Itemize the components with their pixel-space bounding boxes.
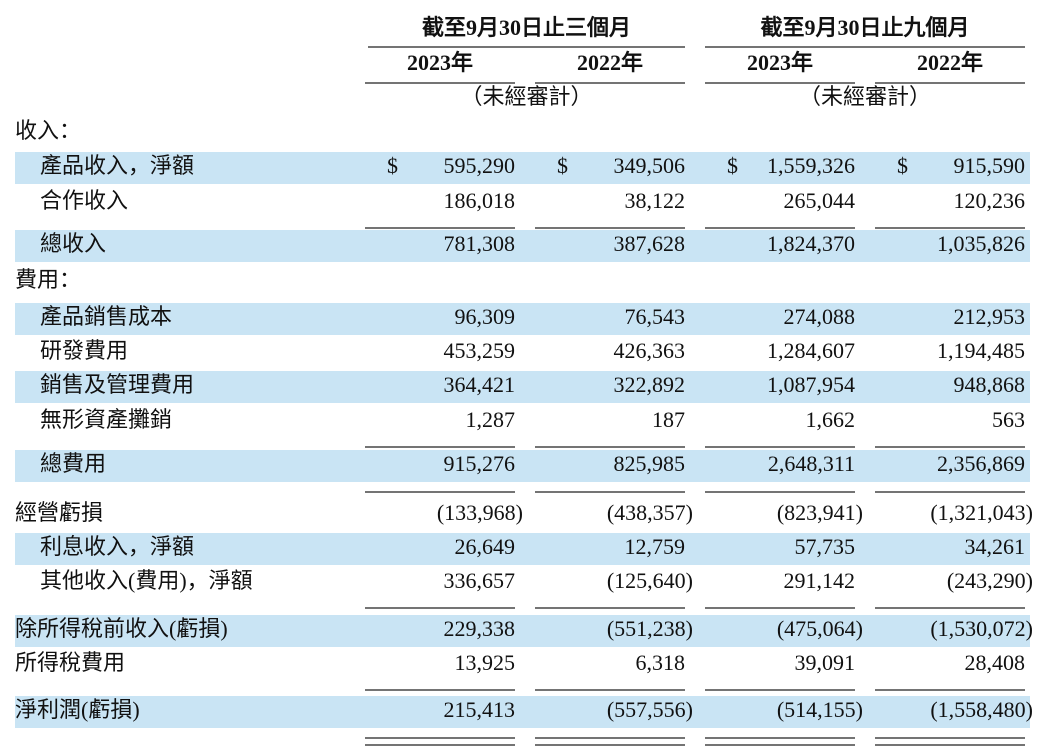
cell-value: 39,091 <box>795 650 856 675</box>
cell-value: (438,357) <box>607 500 693 525</box>
cell-value: 915,276 <box>444 451 516 476</box>
row-label: 產品收入，淨額 <box>40 153 194 178</box>
cell-value: 215,413 <box>444 697 516 722</box>
row-shade <box>15 450 1030 482</box>
cell-value: 187 <box>652 407 685 432</box>
cell-value: 291,142 <box>784 568 856 593</box>
row-label: 經營虧損 <box>15 500 103 525</box>
cell-value: (133,968) <box>437 500 523 525</box>
row-label: 合作收入 <box>40 188 128 213</box>
cell-value: 387,628 <box>614 231 686 256</box>
cell-value: 915,590 <box>954 153 1026 178</box>
cell-value: 76,543 <box>625 304 686 329</box>
cell-value: (243,290) <box>947 568 1033 593</box>
cell-value: (125,640) <box>607 568 693 593</box>
cell-value: 34,261 <box>965 534 1026 559</box>
cell-value: (475,064) <box>777 616 863 641</box>
cell-value: 1,194,485 <box>937 338 1025 363</box>
row-label: 無形資產攤銷 <box>40 407 172 432</box>
cell-value: 265,044 <box>784 188 856 213</box>
cell-value: 1,662 <box>806 407 856 432</box>
currency: $ <box>897 153 908 178</box>
cell-value: 186,018 <box>444 188 516 213</box>
cell-value: (514,155) <box>777 697 863 722</box>
note: （未經審計） <box>460 84 592 109</box>
cell-value: 2,648,311 <box>768 451 855 476</box>
cell-value: 781,308 <box>444 231 516 256</box>
row-shade <box>15 696 1030 728</box>
row-shade <box>15 230 1030 262</box>
cell-value: 13,925 <box>455 650 516 675</box>
cell-value: 563 <box>992 407 1025 432</box>
cell-value: 28,408 <box>965 650 1026 675</box>
row-shade <box>15 371 1030 403</box>
row-label: 除所得稅前收入(虧損) <box>15 616 228 641</box>
cell-value: 6,318 <box>636 650 686 675</box>
cell-value: 825,985 <box>614 451 686 476</box>
cell-value: 96,309 <box>455 304 516 329</box>
note: （未經審計） <box>799 84 931 109</box>
cell-value: 1,287 <box>466 407 516 432</box>
cell-value: (551,238) <box>607 616 693 641</box>
currency: $ <box>727 153 738 178</box>
row-shade <box>15 533 1030 565</box>
cell-value: (823,941) <box>777 500 863 525</box>
group-title: 截至9月30日止三個月 <box>422 15 631 40</box>
row-label: 所得稅費用 <box>15 650 125 675</box>
cell-value: 2,356,869 <box>937 451 1025 476</box>
year: 2023年 <box>747 50 813 75</box>
row-label: 產品銷售成本 <box>40 304 172 329</box>
row-label: 其他收入(費用)，淨額 <box>40 568 253 593</box>
row-label: 總收入 <box>40 231 106 256</box>
row-label: 淨利潤(虧損) <box>15 697 140 722</box>
cell-value: 1,824,370 <box>767 231 855 256</box>
year: 2022年 <box>917 50 983 75</box>
cell-value: (1,321,043) <box>930 500 1033 525</box>
cell-value: 57,735 <box>795 534 856 559</box>
cell-value: (1,530,072) <box>930 616 1033 641</box>
cell-value: 1,559,326 <box>767 153 855 178</box>
cell-value: 229,338 <box>444 616 516 641</box>
cell-value: 948,868 <box>954 372 1026 397</box>
cell-value: 453,259 <box>444 338 516 363</box>
group-title: 截至9月30日止九個月 <box>760 15 969 40</box>
row-shade <box>15 615 1030 647</box>
year: 2022年 <box>577 50 643 75</box>
cell-value: 1,087,954 <box>767 372 855 397</box>
cell-value: 38,122 <box>625 188 686 213</box>
year: 2023年 <box>407 50 473 75</box>
cell-value: 595,290 <box>444 153 516 178</box>
row-label: 收入： <box>15 118 81 143</box>
cell-value: 426,363 <box>614 338 686 363</box>
row-label: 費用： <box>15 267 81 292</box>
cell-value: 274,088 <box>784 304 856 329</box>
cell-value: 322,892 <box>614 372 686 397</box>
cell-value: 364,421 <box>444 372 516 397</box>
currency: $ <box>387 153 398 178</box>
currency: $ <box>557 153 568 178</box>
row-shade <box>15 152 1030 184</box>
cell-value: 212,953 <box>954 304 1026 329</box>
cell-value: (557,556) <box>607 697 693 722</box>
cell-value: 26,649 <box>455 534 516 559</box>
row-label: 銷售及管理費用 <box>40 372 194 397</box>
cell-value: 12,759 <box>625 534 686 559</box>
row-shade <box>15 303 1030 335</box>
row-label: 利息收入，淨額 <box>40 534 194 559</box>
cell-value: 336,657 <box>444 568 516 593</box>
row-label: 總費用 <box>40 451 106 476</box>
cell-value: 349,506 <box>614 153 686 178</box>
cell-value: 120,236 <box>954 188 1026 213</box>
row-label: 研發費用 <box>40 338 128 363</box>
cell-value: 1,035,826 <box>937 231 1025 256</box>
cell-value: 1,284,607 <box>767 338 855 363</box>
cell-value: (1,558,480) <box>930 697 1033 722</box>
